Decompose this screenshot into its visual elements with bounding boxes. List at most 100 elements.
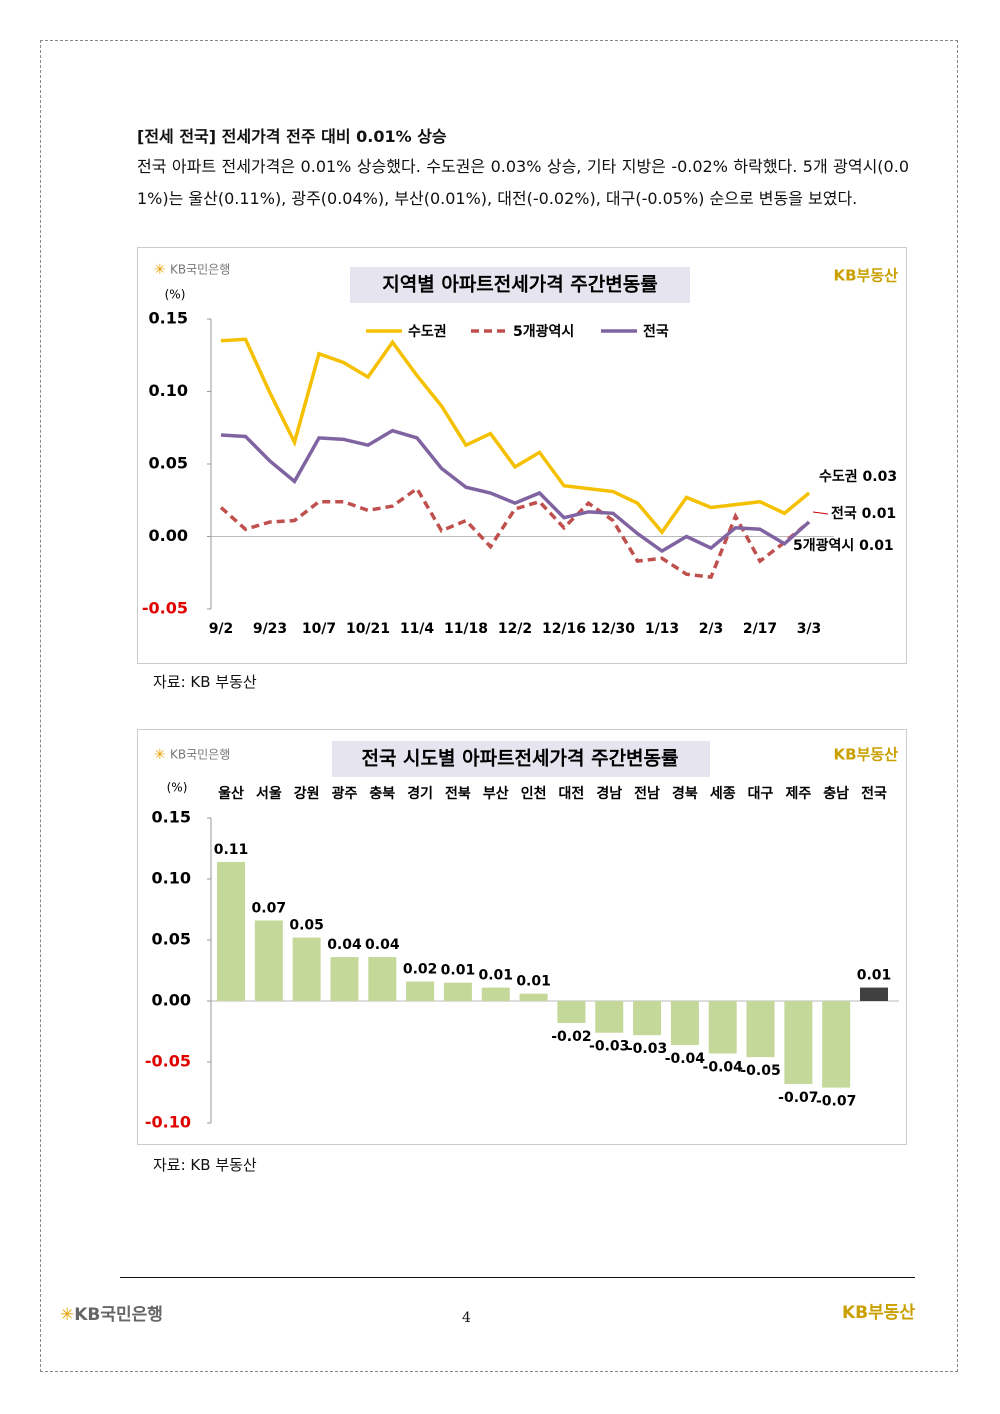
annotation: 전국 0.01 — [831, 505, 896, 522]
value-label: 0.04 — [365, 937, 400, 953]
bar — [217, 861, 245, 1001]
x-tick-label: 2/3 — [699, 621, 724, 637]
chart-title: 전국 시도별 아파트전세가격 주간변동률 — [361, 748, 678, 770]
x-tick-label: 2/17 — [743, 621, 777, 637]
x-category-label: 대전 — [559, 785, 585, 802]
paragraph: 전국 아파트 전세가격은 0.01% 상승했다. 수도권은 0.03% 상승, … — [137, 157, 909, 208]
bar — [746, 1001, 775, 1058]
x-tick-label: 10/21 — [346, 621, 390, 637]
value-label: 0.02 — [403, 961, 438, 977]
x-tick-label: 1/13 — [645, 621, 679, 637]
y-tick-label: -0.10 — [145, 1113, 191, 1132]
value-label: -0.03 — [589, 1039, 629, 1055]
x-category-label: 울산 — [218, 785, 244, 802]
bar — [822, 1001, 851, 1088]
star: ✳ — [154, 262, 166, 278]
source: 자료: KB 부동산 — [153, 673, 257, 691]
x-tick-label: 9/23 — [253, 621, 287, 637]
annotation: 수도권 0.03 — [819, 469, 897, 485]
bar — [292, 937, 321, 1001]
x-category-label: 광주 — [332, 785, 358, 802]
unit: (%) — [167, 781, 188, 795]
x-category-label: 경기 — [407, 785, 433, 802]
x-category-label: 경남 — [596, 785, 622, 802]
chart: ✳ KB국민은행 KB부동산 전국 시도별 아파트전세가격 주간변동률 (%) … — [145, 741, 899, 1132]
bar — [519, 993, 548, 1001]
value-label: 0.01 — [441, 963, 476, 979]
legend-label: 전국 — [643, 323, 669, 340]
value-label: -0.04 — [703, 1059, 744, 1075]
bank-logo: ✳KB국민은행 — [60, 1305, 163, 1325]
bar — [557, 1001, 586, 1023]
value-label: 0.07 — [252, 900, 287, 916]
x-category-label: 제주 — [785, 786, 811, 802]
x-tick-label: 12/2 — [498, 621, 532, 637]
bar — [670, 1001, 699, 1045]
value-label: 0.01 — [478, 968, 513, 984]
legend-label: 5개광역시 — [513, 323, 574, 340]
bar — [860, 987, 888, 1001]
y-tick-label: 0.15 — [152, 808, 191, 827]
y-tick-label: -0.05 — [142, 599, 188, 618]
bar — [406, 981, 435, 1001]
x-tick-label: 9/2 — [209, 621, 234, 637]
y-tick-label: 0.10 — [152, 869, 191, 888]
y-tick-label: 0.00 — [149, 526, 188, 545]
x-category-label: 전국 — [861, 785, 887, 802]
y-tick-label: 0.00 — [152, 991, 191, 1010]
title-bg — [350, 267, 690, 303]
x-category-label: 인천 — [521, 785, 547, 802]
line-series — [220, 337, 811, 536]
title-bg — [332, 741, 710, 777]
bank-logo: KB국민은행 — [170, 747, 230, 762]
line-series — [220, 428, 811, 554]
chart: ✳ KB국민은행 KB부동산 지역별 아파트전세가격 주간변동률 (%) 0.1… — [142, 262, 898, 638]
bar — [595, 1001, 624, 1033]
bar — [708, 1001, 737, 1054]
x-category-label: 세종 — [710, 786, 736, 802]
page-number: 4 — [462, 1310, 471, 1326]
x-tick-label: 3/3 — [797, 621, 822, 637]
chart-box: ✳ KB국민은행 KB부동산 지역별 아파트전세가격 주간변동률 (%) 0.1… — [137, 247, 907, 664]
bar — [368, 957, 397, 1001]
y-tick-label: 0.15 — [149, 309, 188, 328]
unit: (%) — [165, 288, 186, 302]
chart-box: ✳ KB국민은행 KB부동산 전국 시도별 아파트전세가격 주간변동률 (%) … — [137, 729, 907, 1145]
footer-rule — [120, 1277, 915, 1278]
value-label: -0.02 — [551, 1029, 591, 1045]
x-tick-label: 11/4 — [400, 621, 435, 637]
value-label: -0.05 — [740, 1063, 780, 1079]
annotation: 5개광역시 0.01 — [793, 537, 894, 554]
x-tick-label: 11/18 — [444, 621, 488, 637]
value-label: 0.04 — [327, 937, 362, 953]
realty-logo: KB부동산 — [842, 1303, 916, 1323]
legend-label: 수도권 — [408, 324, 447, 340]
heading: [전세 전국] 전세가격 전주 대비 0.01% 상승 — [137, 127, 447, 146]
leader — [812, 511, 829, 515]
x-tick-label: 12/30 — [591, 621, 635, 637]
x-category-label: 전북 — [445, 785, 471, 802]
bar — [330, 957, 359, 1001]
realty-logo: KB부동산 — [834, 746, 899, 764]
value-label: -0.07 — [778, 1090, 818, 1106]
source: 자료: KB 부동산 — [153, 1156, 257, 1174]
x-category-label: 부산 — [483, 785, 509, 802]
page-border — [40, 40, 958, 1372]
bank-logo: KB국민은행 — [170, 262, 230, 277]
x-category-label: 전남 — [634, 785, 660, 802]
y-tick-label: 0.05 — [149, 454, 188, 473]
line-series — [219, 486, 811, 579]
x-category-label: 경북 — [672, 785, 698, 802]
bar — [481, 987, 510, 1001]
x-category-label: 충남 — [823, 785, 849, 802]
value-label: -0.03 — [627, 1041, 667, 1057]
value-label: -0.07 — [816, 1094, 856, 1110]
chart-title: 지역별 아파트전세가격 주간변동률 — [382, 274, 657, 296]
bar — [443, 982, 472, 1001]
value-label: -0.04 — [665, 1051, 706, 1067]
x-tick-label: 10/7 — [302, 621, 336, 637]
y-tick-label: -0.05 — [145, 1052, 191, 1071]
x-category-label: 강원 — [294, 785, 320, 802]
value-label: 0.01 — [516, 974, 551, 990]
